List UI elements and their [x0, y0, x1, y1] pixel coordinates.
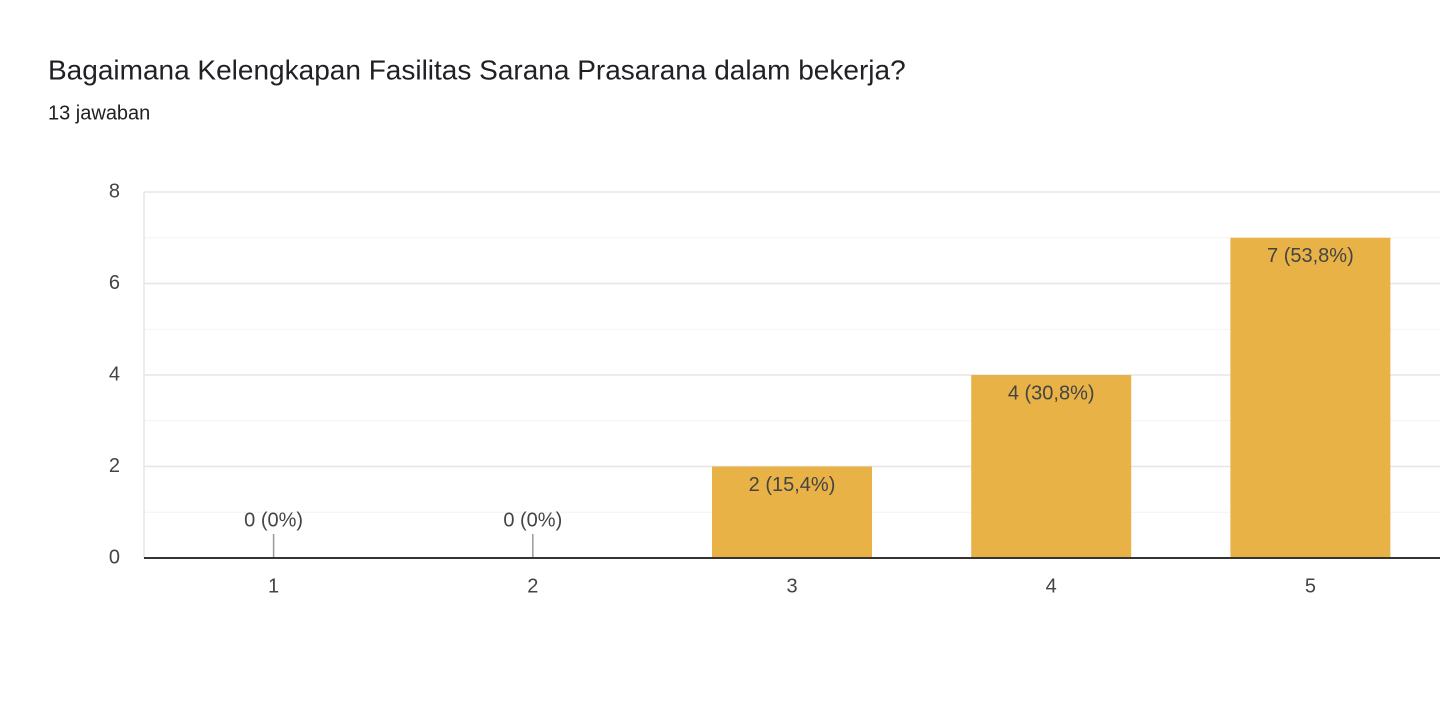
- chart-title: Bagaimana Kelengkapan Fasilitas Sarana P…: [48, 54, 906, 85]
- y-tick-label: 0: [109, 546, 120, 568]
- chart-subtitle: 13 jawaban: [48, 102, 150, 124]
- y-tick-label: 2: [109, 455, 120, 477]
- bar: [1230, 237, 1391, 558]
- value-label: 4 (30,8%): [1008, 382, 1095, 404]
- x-tick-label: 5: [1305, 575, 1316, 597]
- value-label: 2 (15,4%): [749, 474, 836, 496]
- y-tick-label: 8: [109, 180, 120, 202]
- bar: [712, 466, 872, 558]
- x-tick-label: 3: [786, 575, 797, 597]
- x-tick-label: 1: [268, 575, 279, 597]
- bar: [971, 375, 1132, 558]
- y-tick-label: 4: [109, 363, 120, 385]
- value-label: 7 (53,8%): [1267, 245, 1354, 267]
- x-tick-label: 4: [1046, 575, 1057, 597]
- value-label: 0 (0%): [244, 509, 303, 531]
- y-tick-label: 6: [109, 272, 120, 294]
- value-label: 0 (0%): [503, 509, 562, 531]
- x-tick-label: 2: [527, 575, 538, 597]
